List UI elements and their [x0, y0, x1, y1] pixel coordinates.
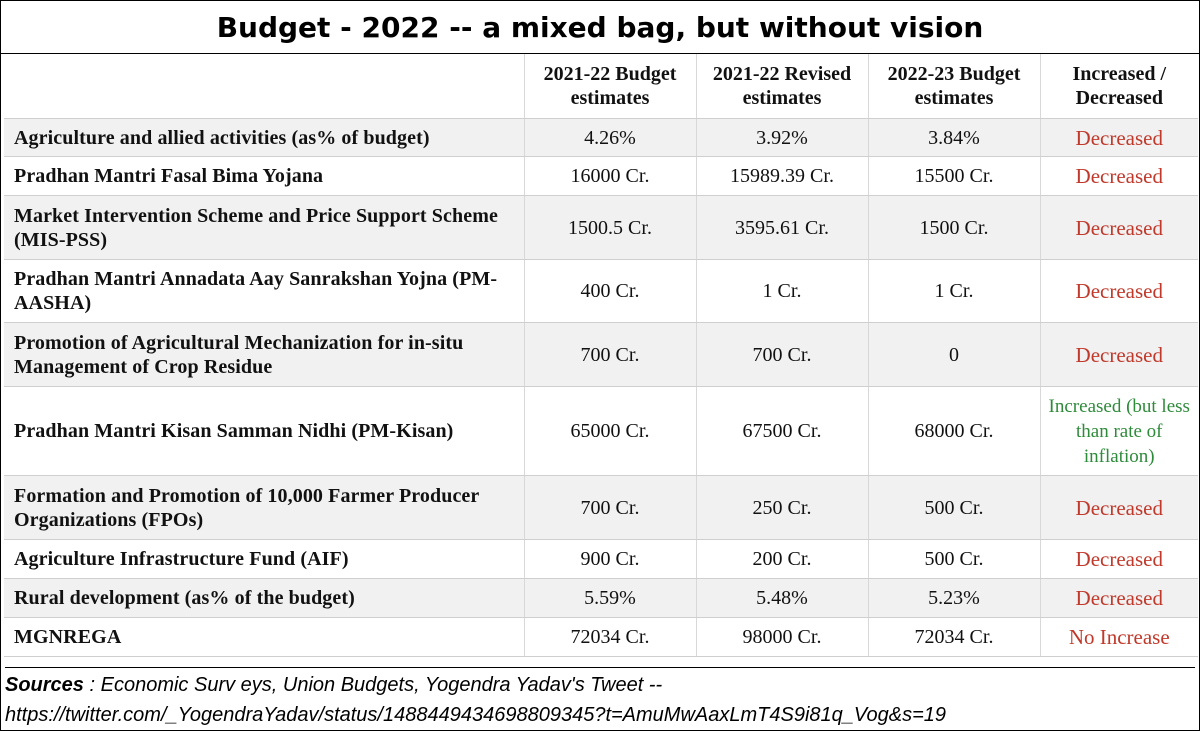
sources-text: : Economic Surv eys, Union Budgets, Yoge… [83, 674, 663, 696]
row-label: Agriculture Infrastructure Fund (AIF) [4, 539, 524, 579]
cell-be-2022-23: 500 Cr. [867, 539, 1040, 579]
header-label [4, 54, 524, 119]
row-label: Formation and Promotion of 10,000 Farmer… [4, 475, 524, 540]
row-label: Agriculture and allied activities (as% o… [4, 118, 524, 157]
cell-be-2021-22: 900 Cr. [523, 539, 696, 579]
cell-status: No Increase [1039, 617, 1198, 657]
cell-re-2021-22: 1 Cr. [695, 259, 868, 323]
cell-be-2022-23: 500 Cr. [867, 475, 1040, 540]
header-status: Increased / Decreased [1039, 54, 1198, 119]
cell-status: Decreased [1039, 475, 1198, 540]
cell-be-2022-23: 15500 Cr. [867, 156, 1040, 196]
table-row: Pradhan Mantri Fasal Bima Yojana 16000 Cr… [4, 156, 1198, 196]
cell-be-2021-22: 1500.5 Cr. [523, 195, 696, 260]
cell-be-2022-23: 5.23% [867, 578, 1040, 618]
cell-status: Decreased [1039, 118, 1198, 157]
table-row: Agriculture and allied activities (as% o… [4, 118, 1198, 157]
header-be-2021-22: 2021-22 Budget estimates [523, 54, 696, 119]
row-label: Rural development (as% of the budget) [4, 578, 524, 618]
cell-re-2021-22: 98000 Cr. [695, 617, 868, 657]
table-row: MGNREGA 72034 Cr. 98000 Cr. 72034 Cr. No Inc… [4, 617, 1198, 657]
cell-re-2021-22: 3.92% [695, 118, 868, 157]
cell-be-2022-23: 3.84% [867, 118, 1040, 157]
cell-status: Decreased [1039, 539, 1198, 579]
table-row: Pradhan Mantri Annadata Aay Sanrakshan Y… [4, 259, 1198, 323]
table-row: Formation and Promotion of 10,000 Farmer… [4, 475, 1198, 540]
cell-status: Decreased [1039, 195, 1198, 260]
header-re-2021-22: 2021-22 Revised estimates [695, 54, 868, 119]
cell-be-2022-23: 1500 Cr. [867, 195, 1040, 260]
cell-re-2021-22: 3595.61 Cr. [695, 195, 868, 260]
cell-status: Decreased [1039, 322, 1198, 387]
cell-status: Decreased [1039, 156, 1198, 196]
sources-note: Sources : Economic Surv eys, Union Budge… [5, 667, 1195, 730]
table-header-row: 2021-22 Budget estimates 2021-22 Revised… [4, 54, 1198, 119]
sources-label: Sources [5, 674, 84, 696]
table-row: Market Intervention Scheme and Price Sup… [4, 195, 1198, 260]
row-label: Pradhan Mantri Annadata Aay Sanrakshan Y… [4, 259, 524, 323]
budget-table: 2021-22 Budget estimates 2021-22 Revised… [4, 54, 1198, 657]
row-label: MGNREGA [4, 617, 524, 657]
cell-be-2021-22: 65000 Cr. [523, 386, 696, 476]
cell-be-2021-22: 400 Cr. [523, 259, 696, 323]
cell-be-2022-23: 68000 Cr. [867, 386, 1040, 476]
cell-re-2021-22: 250 Cr. [695, 475, 868, 540]
cell-re-2021-22: 15989.39 Cr. [695, 156, 868, 196]
cell-status: Increased (but less than rate of inflati… [1039, 386, 1198, 476]
cell-be-2022-23: 1 Cr. [867, 259, 1040, 323]
cell-be-2022-23: 0 [867, 322, 1040, 387]
cell-status: Decreased [1039, 259, 1198, 323]
table-row: Agriculture Infrastructure Fund (AIF) 900… [4, 539, 1198, 579]
table-row: Rural development (as% of the budget) 5.5… [4, 578, 1198, 618]
cell-re-2021-22: 700 Cr. [695, 322, 868, 387]
cell-be-2021-22: 16000 Cr. [523, 156, 696, 196]
table-row: Promotion of Agricultural Mechanization … [4, 322, 1198, 387]
cell-be-2021-22: 4.26% [523, 118, 696, 157]
cell-re-2021-22: 200 Cr. [695, 539, 868, 579]
cell-be-2021-22: 5.59% [523, 578, 696, 618]
cell-be-2021-22: 72034 Cr. [523, 617, 696, 657]
cell-status: Decreased [1039, 578, 1198, 618]
cell-be-2021-22: 700 Cr. [523, 475, 696, 540]
row-label: Market Intervention Scheme and Price Sup… [4, 195, 524, 260]
cell-be-2021-22: 700 Cr. [523, 322, 696, 387]
page-title: Budget - 2022 -- a mixed bag, but withou… [1, 1, 1199, 54]
row-label: Promotion of Agricultural Mechanization … [4, 322, 524, 387]
table-row: Pradhan Mantri Kisan Samman Nidhi (PM-Ki… [4, 386, 1198, 476]
cell-be-2022-23: 72034 Cr. [867, 617, 1040, 657]
header-be-2022-23: 2022-23 Budget estimates [867, 54, 1040, 119]
row-label: Pradhan Mantri Fasal Bima Yojana [4, 156, 524, 196]
cell-re-2021-22: 5.48% [695, 578, 868, 618]
row-label: Pradhan Mantri Kisan Samman Nidhi (PM-Ki… [4, 386, 524, 476]
cell-re-2021-22: 67500 Cr. [695, 386, 868, 476]
sources-url: https://twitter.com/_YogendraYadav/statu… [5, 704, 946, 726]
